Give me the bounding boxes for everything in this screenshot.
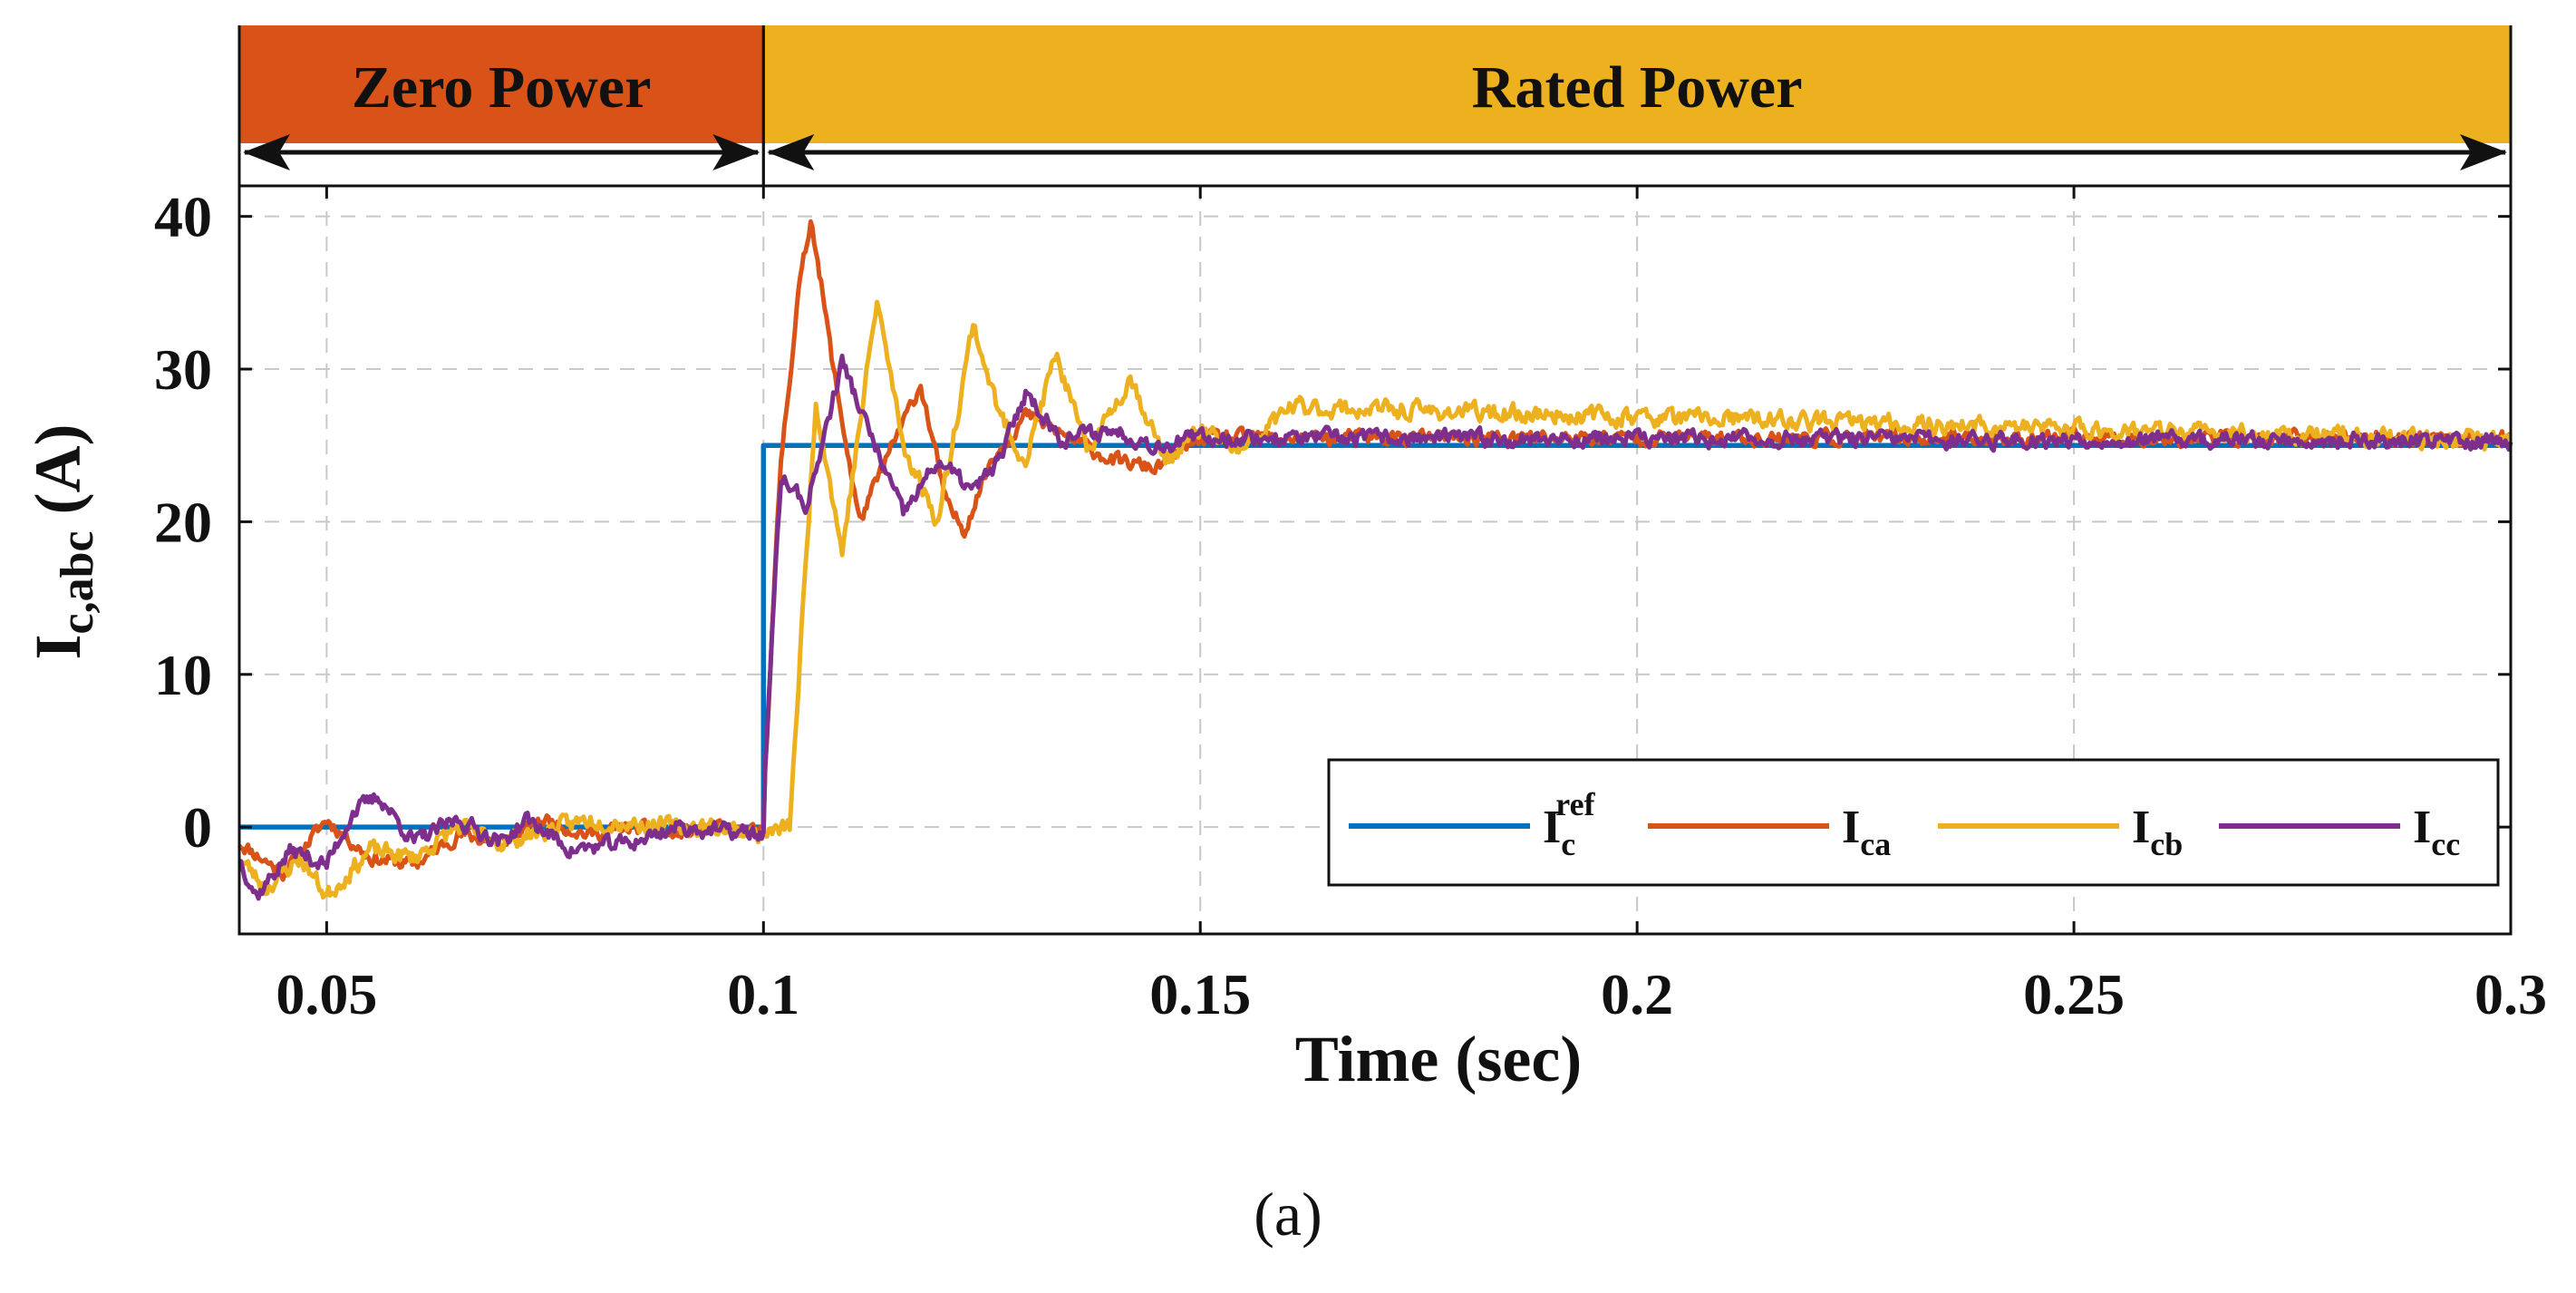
region-label-1: Rated Power: [1472, 54, 1803, 121]
y-axis-title: Ic,abc (A): [22, 423, 103, 659]
legend-label-main: I: [2132, 802, 2150, 853]
region-arrowhead-left-1: [767, 134, 815, 170]
series-line-i-c-ref: [239, 442, 2511, 830]
series-line-i-cc: [238, 354, 2513, 901]
region-band-0: [239, 25, 764, 143]
x-tick-label: 0.1: [727, 962, 799, 1026]
y-axis-title-space: [22, 514, 94, 530]
panel-caption: (a): [1254, 1180, 1322, 1249]
x-tick-label: 0.25: [2023, 962, 2125, 1026]
legend-entry-label: Icc: [2413, 802, 2460, 862]
region-band-1: [763, 25, 2512, 143]
legend-label-sup: ref: [1555, 786, 1595, 822]
plot-series: [237, 219, 2513, 901]
y-tick-label: 30: [154, 337, 212, 402]
legend-label-main: I: [1543, 802, 1561, 853]
y-tick-label: 40: [154, 185, 212, 249]
power-region-arrows: [237, 25, 2513, 186]
legend-entry-label: Ic ref: [1543, 786, 1596, 862]
legend-entry-label: Icb: [2132, 802, 2183, 862]
legend-box: [1327, 758, 2500, 887]
legend-label-sub: cc: [2431, 826, 2460, 862]
legend-entry-label: Ica: [1842, 802, 1891, 862]
x-tick-label: 0.2: [1601, 962, 1673, 1026]
x-axis-title: Time (sec): [1295, 1023, 1583, 1095]
x-tick-label: 0.05: [276, 962, 377, 1026]
legend-label-main: I: [2413, 802, 2431, 853]
region-arrowhead-right-1: [2460, 134, 2507, 170]
axis-ticks: 0.05 0.1 0.15 0.2 0.25 0.3 0 10 20 30 40: [154, 185, 2547, 1026]
y-tick-label: 20: [154, 490, 212, 554]
y-axis-title-main: I: [22, 635, 94, 660]
legend: Icref Ica Icb Icc: [1327, 758, 2500, 887]
y-tick-label: 0: [183, 795, 212, 860]
legend-label-main: I: [1842, 802, 1860, 853]
x-tick-label: 0.15: [1149, 962, 1251, 1026]
y-tick-label: 10: [154, 643, 212, 707]
region-arrowhead-left-0: [243, 134, 290, 170]
power-region-bands: Zero Power Rated Power: [239, 25, 2512, 143]
legend-label-sub: c: [1561, 826, 1575, 862]
series-line-i-cb: [237, 299, 2513, 900]
svg-text:Ic,abc (A): Ic,abc (A): [22, 423, 103, 659]
legend-label-sub: cb: [2150, 826, 2183, 862]
region-label-0: Zero Power: [352, 54, 651, 121]
plot-frame: [237, 184, 2513, 936]
y-axis-title-unit: (A): [22, 423, 94, 514]
region-arrowhead-right-0: [712, 134, 760, 170]
legend-label-sub: ca: [1860, 826, 1891, 862]
x-tick-label: 0.3: [2474, 962, 2547, 1026]
y-axis-title-sub: c,abc: [52, 530, 103, 634]
